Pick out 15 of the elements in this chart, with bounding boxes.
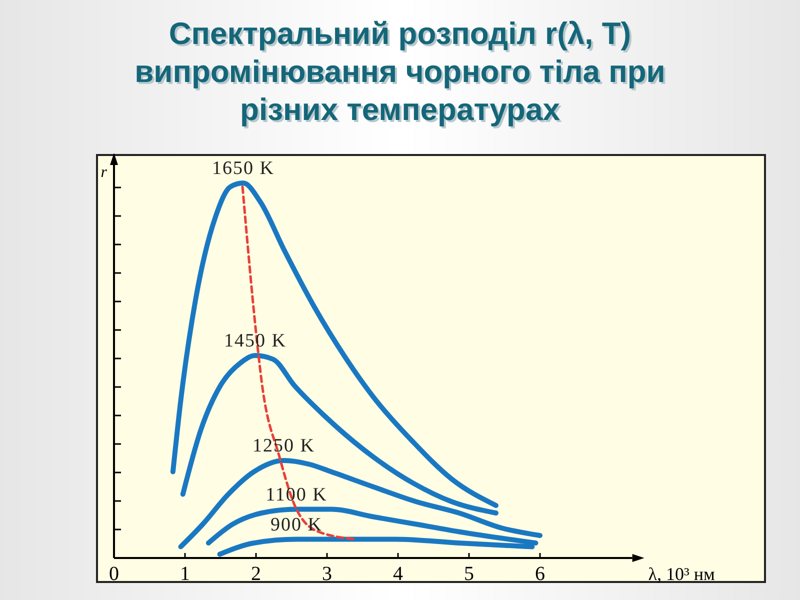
chart-title: Спектральний розподіл r(λ, T) випромінювання чорного тіла при різних температурах (136, 18, 668, 129)
x-tick-label: 3 (322, 563, 332, 585)
series-label: 1250 K (252, 436, 315, 456)
x-tick-label: 4 (393, 563, 403, 585)
series-label: 1100 K (266, 484, 328, 506)
x-axis-title: λ, 10³ нм (648, 564, 715, 584)
x-tick-label: 1 (180, 563, 190, 585)
x-tick-label: 6 (535, 563, 545, 585)
series-label: 1650 K (212, 158, 274, 179)
series-label: 1450 K (224, 330, 287, 352)
series-label: 900 K (270, 514, 322, 536)
x-tick-label: 5 (464, 563, 474, 585)
x-tick-label: 2 (251, 563, 261, 585)
y-axis-title: r (100, 164, 108, 181)
x-tick-label: 0 (109, 563, 119, 585)
